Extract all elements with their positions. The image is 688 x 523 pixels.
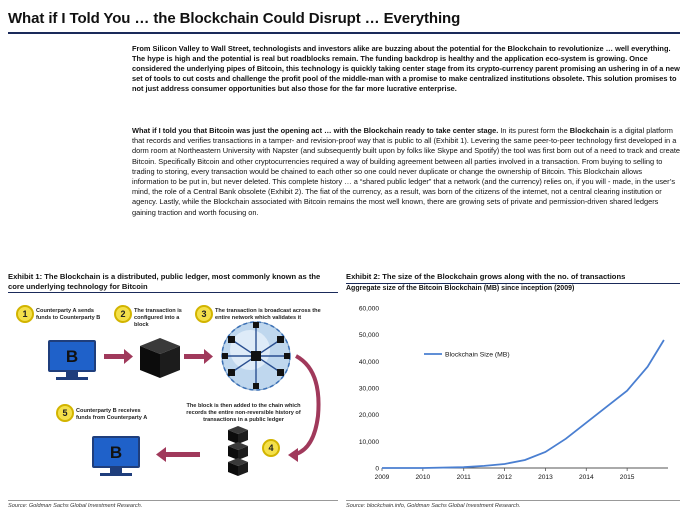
exhibit2-subtitle: Aggregate size of the Bitcoin Blockchain… <box>346 285 575 292</box>
exhibit1-title: Exhibit 1: The Blockchain is a distribut… <box>8 272 321 291</box>
exhibit2-divider <box>346 283 680 284</box>
bitcoin-icon: B <box>48 340 96 372</box>
arrow-3-4-head <box>288 448 298 462</box>
exhibit1-bottom-rule <box>8 500 338 501</box>
x-tick-label: 2013 <box>538 474 553 481</box>
y-tick-label: 50,000 <box>359 332 380 339</box>
blockchain-size-chart: 0 10,000 20,000 30,000 40,000 50,000 60,000 200… <box>359 306 668 481</box>
step-1-label: Counterparty A sends funds to Counterpar… <box>36 308 101 322</box>
exhibit1-divider <box>8 292 338 293</box>
title-divider <box>8 32 680 34</box>
exhibit1-source: Source: Goldman Sachs Global Investment … <box>8 503 143 509</box>
legend-label: Blockchain Size (MB) <box>445 352 510 359</box>
monitor-base <box>100 473 132 476</box>
block-cube-icon <box>140 338 180 378</box>
monitor-stand <box>110 468 122 473</box>
arrow-4-5-head <box>156 447 166 462</box>
blockchain-stack-icon <box>228 426 248 476</box>
step-1-badge: 1 <box>16 305 34 323</box>
bitcoin-icon: B <box>92 436 140 468</box>
x-tick-label: 2009 <box>375 474 390 481</box>
y-tick-label: 40,000 <box>359 359 380 366</box>
step-2-badge: 2 <box>114 305 132 323</box>
step-2-label: The transaction is configured into a blo… <box>134 308 182 329</box>
arrow-4-5-icon <box>166 452 200 457</box>
arrow-1-2-head <box>124 349 133 364</box>
exhibit2-source: Source: blockchain.info, Goldman Sachs G… <box>346 503 521 509</box>
x-tick-label: 2012 <box>497 474 512 481</box>
step-3-label: The transaction is broadcast across the … <box>215 308 321 322</box>
arrow-2-3-icon <box>184 354 204 359</box>
arrow-1-2-icon <box>104 354 124 359</box>
x-tick-label: 2010 <box>416 474 431 481</box>
y-tick-label: 10,000 <box>359 439 380 446</box>
body-lead: What if I told you that Bitcoin was just… <box>132 126 499 135</box>
monitor-stand <box>66 372 78 377</box>
x-tick-label: 2011 <box>457 474 472 481</box>
step-4-badge: 4 <box>262 439 280 457</box>
page-title: What if I Told You … the Blockchain Coul… <box>8 10 461 27</box>
network-globe-icon <box>221 321 291 391</box>
y-tick-label: 30,000 <box>359 386 380 393</box>
body-paragraph: What if I told you that Bitcoin was just… <box>132 126 680 218</box>
body-bold-term: Blockchain <box>569 126 610 135</box>
exhibit2-title: Exhibit 2: The size of the Blockchain gr… <box>346 272 626 281</box>
series-line-0 <box>382 339 665 469</box>
step-3-badge: 3 <box>195 305 213 323</box>
body-text-b: is a digital platform that records and v… <box>132 126 681 217</box>
intro-paragraph: From Silicon Valley to Wall Street, tech… <box>132 44 680 94</box>
step-5-badge: 5 <box>56 404 74 422</box>
exhibit2-bottom-rule <box>346 500 680 501</box>
y-tick-label: 0 <box>375 466 379 473</box>
step-5-label: Counterparty B receives funds from Count… <box>76 408 148 422</box>
x-tick-label: 2015 <box>620 474 635 481</box>
step-4-label: The block is then added to the chain whi… <box>186 403 301 424</box>
y-tick-label: 20,000 <box>359 412 380 419</box>
y-tick-label: 60,000 <box>359 306 380 313</box>
arrow-2-3-head <box>204 349 213 364</box>
x-tick-label: 2014 <box>579 474 594 481</box>
arrow-3-4-icon <box>294 354 321 456</box>
body-text-a: In its purest form the <box>498 126 570 135</box>
monitor-base <box>56 377 88 380</box>
